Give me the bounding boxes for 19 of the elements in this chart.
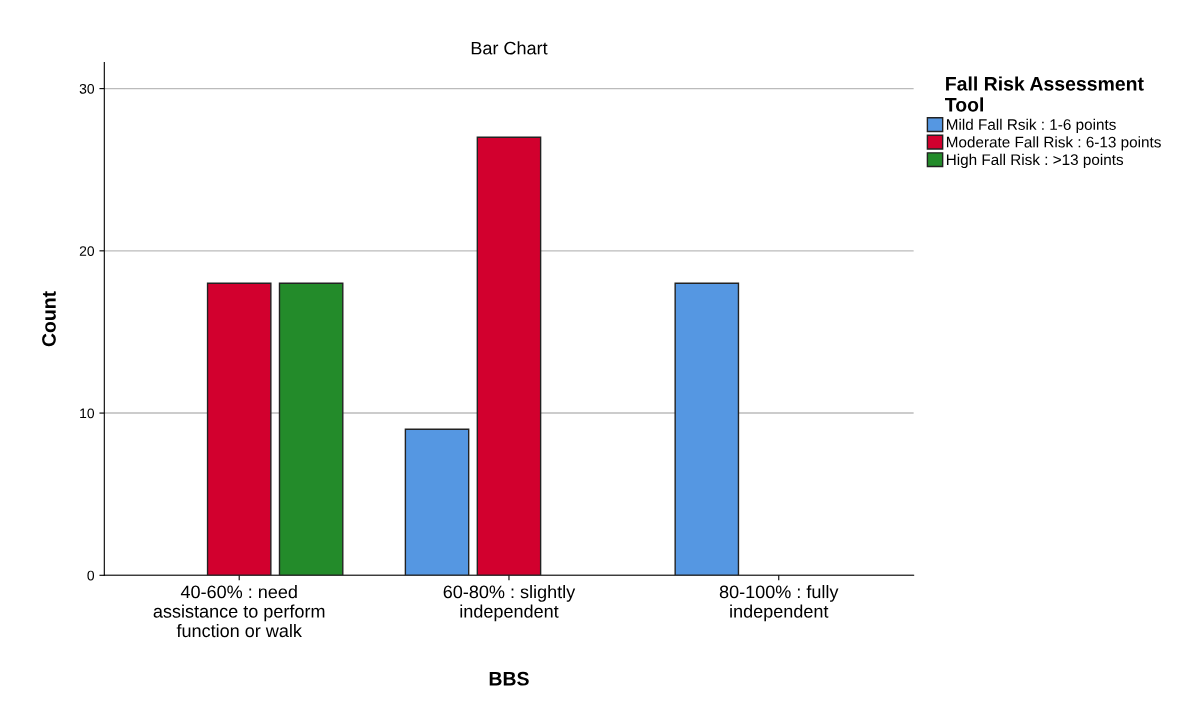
bar xyxy=(278,282,344,576)
x-axis-title: BBS xyxy=(489,671,529,686)
y-tick-label: 30 xyxy=(79,83,95,94)
bar xyxy=(476,136,542,576)
x-tick-label: 60-80% : slightly independent xyxy=(443,585,576,622)
y-tick-label: 20 xyxy=(79,246,95,257)
y-tick-label: 0 xyxy=(87,570,95,581)
legend-title: Fall Risk Assessment Tool xyxy=(945,76,1144,112)
x-tick-label: 40-60% : need assistance to perform function or walk xyxy=(153,585,325,638)
x-tick-label: 80-100% : fully independent xyxy=(719,585,839,622)
y-tick-label: 10 xyxy=(80,408,95,419)
bar xyxy=(674,282,740,576)
legend-label: Moderate Fall Risk : 6-13 points xyxy=(946,136,1161,151)
bar xyxy=(404,428,470,576)
legend-label: Mild Fall Rsik : 1-6 points xyxy=(946,118,1116,134)
chart-title: Bar Chart xyxy=(471,41,548,55)
legend-label: High Fall Risk : >13 points xyxy=(946,153,1124,169)
bar xyxy=(206,282,272,576)
y-axis-title: Count xyxy=(42,291,56,347)
